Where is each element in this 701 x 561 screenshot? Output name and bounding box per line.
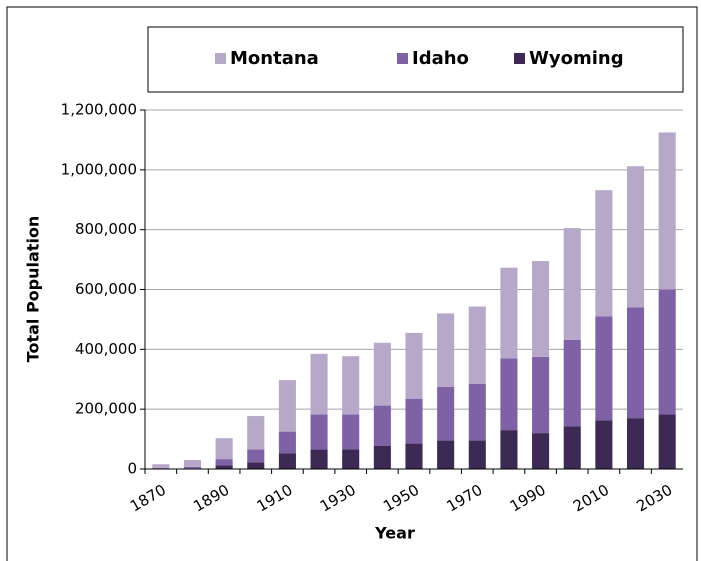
legend-label: Wyoming <box>529 48 624 69</box>
bar-segment <box>626 307 645 419</box>
legend-swatch <box>514 53 525 64</box>
bar-segment <box>563 426 581 469</box>
y-tick-label: 0 <box>127 460 137 478</box>
x-tick-label: 1870 <box>127 481 169 516</box>
bar-segment <box>152 464 170 469</box>
bar-segment <box>373 405 391 446</box>
bar-segment <box>183 466 202 469</box>
bar-segment <box>437 440 455 469</box>
bar-segment <box>342 414 360 450</box>
y-tick-label: 200,000 <box>75 400 137 418</box>
legend-swatch <box>397 53 408 64</box>
y-tick-label: 600,000 <box>75 280 137 298</box>
frame <box>6 6 698 561</box>
bar-segment <box>247 416 265 450</box>
bar-segment <box>532 261 550 357</box>
x-axis-label: Year <box>374 524 415 543</box>
y-tick-label: 800,000 <box>75 220 137 238</box>
bar-segment <box>247 449 265 463</box>
x-tick-label: 1950 <box>380 481 422 516</box>
bar-segment <box>278 431 296 454</box>
bar-segment <box>595 420 613 469</box>
bar-segment <box>215 438 233 460</box>
bar-segment <box>500 358 518 431</box>
bar-segment <box>405 398 423 444</box>
y-tick-label: 1,200,000 <box>61 101 137 119</box>
bar-segment <box>342 449 360 469</box>
bar-segment <box>342 356 360 415</box>
x-tick-label: 2030 <box>633 481 675 516</box>
bar-segment <box>310 353 328 415</box>
bar-segment <box>500 267 518 359</box>
legend-label: Idaho <box>412 48 469 69</box>
bar-segment <box>373 445 391 469</box>
bar-segment <box>437 386 455 441</box>
bar-segment <box>437 313 455 387</box>
bar-segment <box>658 414 676 469</box>
bar-segment <box>278 453 296 469</box>
bar-segment <box>626 166 645 308</box>
bar-segment <box>468 383 486 441</box>
bar-segment <box>595 190 613 317</box>
legend-box <box>147 26 684 93</box>
x-tick-label: 1890 <box>190 481 232 516</box>
bar-segment <box>310 449 328 469</box>
bar-segment <box>500 430 518 469</box>
x-tick-label: 1970 <box>443 481 485 516</box>
bar-segment <box>468 440 486 469</box>
x-tick-label: 1910 <box>254 481 296 516</box>
bar-segment <box>278 380 296 432</box>
bar-segment <box>405 332 423 399</box>
bar-segment <box>183 460 202 467</box>
bar-segment <box>595 316 613 421</box>
bar-segment <box>468 306 486 384</box>
x-tick-label: 1930 <box>317 481 359 516</box>
x-tick-label: 2010 <box>570 481 612 516</box>
bar-segment <box>563 228 581 340</box>
bar-segment <box>405 443 423 469</box>
legend-swatch <box>215 53 226 64</box>
bar-segment <box>215 465 233 469</box>
y-axis-label: Total Population <box>24 216 43 363</box>
bar-segment <box>152 468 170 469</box>
y-tick-label: 400,000 <box>75 340 137 358</box>
bar-segment <box>626 418 645 469</box>
bar-segment <box>658 132 676 290</box>
bar-segment <box>532 356 550 434</box>
x-tick-label: 1990 <box>507 481 549 516</box>
bar-segment <box>563 339 581 427</box>
bar-segment <box>532 433 550 469</box>
bar-segment <box>658 289 676 415</box>
bar-segment <box>310 414 328 450</box>
y-tick-label: 1,000,000 <box>61 160 137 178</box>
bar-segment <box>247 462 265 469</box>
bar-segment <box>373 342 391 406</box>
legend-label: Montana <box>230 48 319 69</box>
bar-segment <box>215 459 233 466</box>
